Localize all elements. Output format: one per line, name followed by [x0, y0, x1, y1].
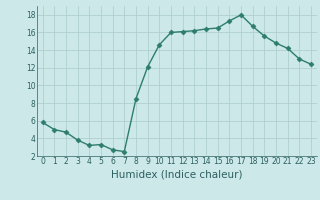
- X-axis label: Humidex (Indice chaleur): Humidex (Indice chaleur): [111, 169, 243, 179]
